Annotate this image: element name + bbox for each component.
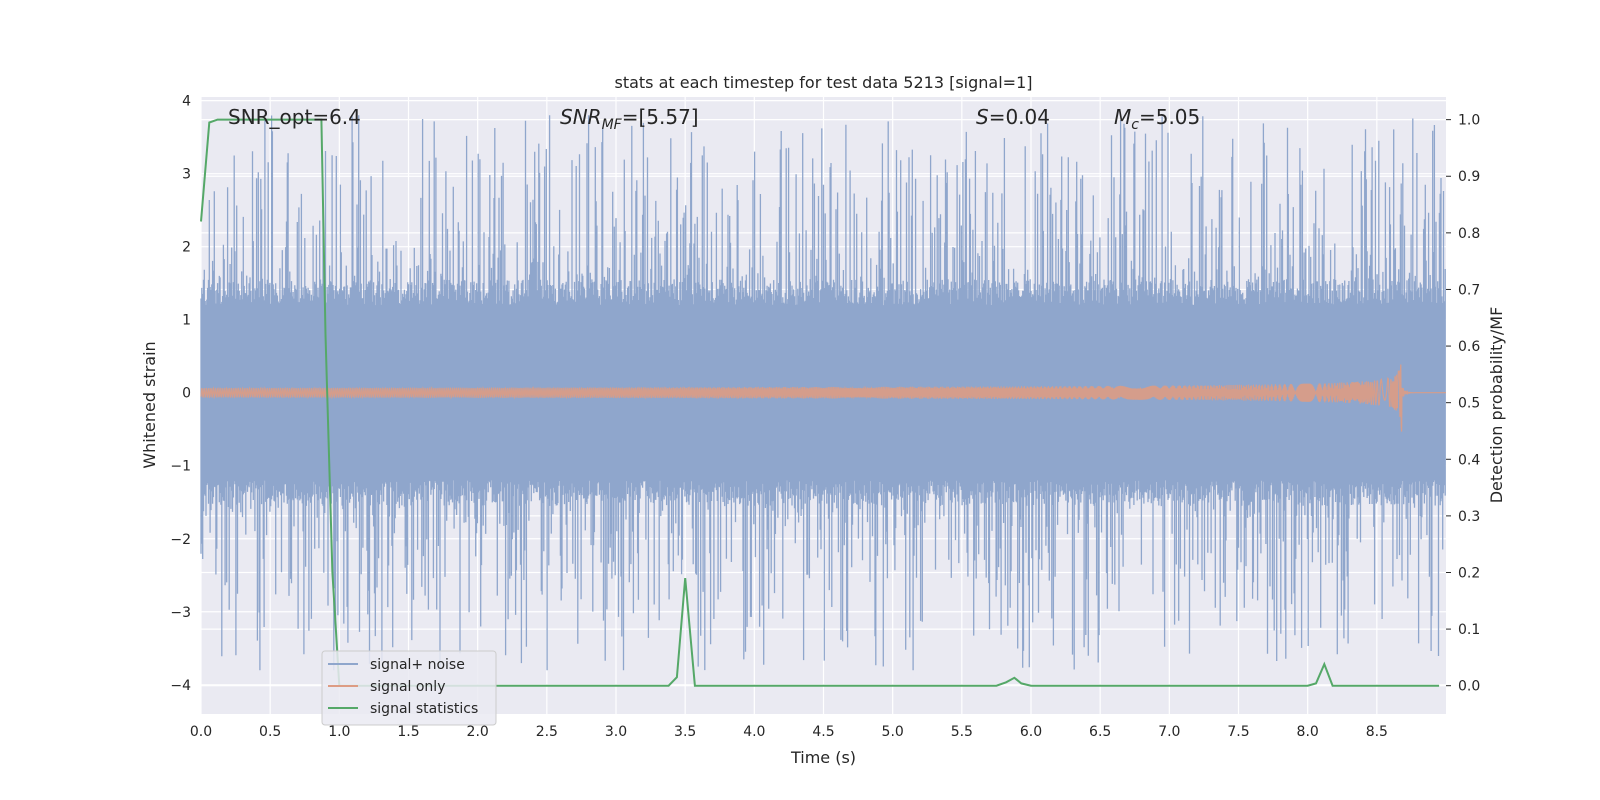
y-right-tick-label: 0.4 — [1458, 452, 1480, 468]
y-tick-label: 4 — [182, 94, 191, 110]
snr-mf-value: =[5.57] — [622, 105, 699, 129]
x-tick-label: 7.0 — [1158, 724, 1180, 740]
x-tick-label: 7.5 — [1227, 724, 1249, 740]
y-right-tick-label: 0.8 — [1458, 226, 1480, 242]
y-right-axis-label: Detection probability/MF — [1487, 307, 1506, 504]
legend-label-signal-statistics: signal statistics — [370, 701, 478, 717]
x-tick-label: 0.5 — [259, 724, 281, 740]
y-tick-label: −3 — [170, 605, 191, 621]
x-tick-label: 8.5 — [1366, 724, 1388, 740]
x-tick-label: 8.0 — [1297, 724, 1319, 740]
y-tick-label: −4 — [170, 678, 191, 694]
snr-mf-symbol: SNR — [560, 105, 602, 129]
signal-only-series — [200, 364, 1446, 432]
y-axis-ticks: 4 3 2 1 0 −1 −2 −3 −4 — [170, 94, 191, 694]
legend-box — [321, 650, 497, 726]
y-axis-label: Whitened strain — [140, 341, 159, 468]
mc-annotation: Mc=5.05 — [1114, 105, 1200, 133]
x-tick-label: 2.0 — [467, 724, 489, 740]
x-tick-label: 3.0 — [605, 724, 627, 740]
x-tick-label: 5.5 — [951, 724, 973, 740]
legend: signal+ noise signal only signal statist… — [321, 650, 497, 726]
x-tick-label: 6.0 — [1020, 724, 1042, 740]
mc-value: =5.05 — [1139, 105, 1200, 129]
y-right-tick-label: 0.5 — [1458, 396, 1480, 412]
y-tick-label: −2 — [170, 532, 191, 548]
y-right-tick-label: 0.7 — [1458, 282, 1480, 298]
x-tick-label: 1.5 — [397, 724, 419, 740]
y-right-axis-ticks: 1.0 0.9 0.8 0.7 0.6 0.5 0.4 0.3 0.2 0.1 0.0 — [1446, 113, 1480, 695]
y-right-tick-label: 0.3 — [1458, 509, 1480, 525]
x-tick-label: 3.5 — [674, 724, 696, 740]
y-tick-label: −1 — [170, 459, 191, 475]
x-axis-label: Time (s) — [790, 748, 856, 767]
s-annotation: S=0.04 — [976, 105, 1050, 129]
signal-only-line — [200, 364, 1446, 432]
x-axis-ticks: 0.0 0.5 1.0 1.5 2.0 2.5 3.0 3.5 4.0 4.5 5.0 5.5 6.0 6… — [190, 724, 1388, 740]
y-right-tick-label: 0.9 — [1458, 169, 1480, 185]
y-tick-label: 1 — [182, 313, 191, 329]
y-right-tick-label: 1.0 — [1458, 113, 1480, 129]
x-tick-label: 4.0 — [743, 724, 765, 740]
y-right-tick-label: 0.2 — [1458, 565, 1480, 581]
snr-mf-subscript: MF — [602, 117, 623, 133]
snr-mf-annotation: SNRMF=[5.57] — [560, 105, 699, 133]
y-tick-label: 2 — [182, 240, 191, 256]
s-symbol: S — [976, 105, 989, 129]
y-right-tick-label: 0.1 — [1458, 622, 1480, 638]
y-right-tick-label: 0.0 — [1458, 679, 1480, 695]
legend-label-signal-only: signal only — [370, 679, 445, 695]
signal-statistics-series — [200, 118, 1440, 687]
signal-statistics-line — [200, 118, 1440, 687]
y-tick-label: 3 — [182, 167, 191, 183]
x-tick-label: 0.0 — [190, 724, 212, 740]
legend-label-signal-noise: signal+ noise — [370, 657, 465, 673]
x-tick-label: 1.0 — [328, 724, 350, 740]
mc-subscript: c — [1131, 117, 1139, 133]
x-tick-label: 4.5 — [812, 724, 834, 740]
mc-symbol: M — [1114, 105, 1131, 129]
x-tick-label: 2.5 — [536, 724, 558, 740]
x-tick-label: 5.0 — [882, 724, 904, 740]
snr-opt-annotation: SNR_opt=6.4 — [228, 105, 361, 129]
y-tick-label: 0 — [182, 386, 191, 402]
s-value: =0.04 — [989, 105, 1050, 129]
y-right-tick-label: 0.6 — [1458, 339, 1480, 355]
chart-title: stats at each timestep for test data 521… — [614, 73, 1032, 92]
x-tick-label: 6.5 — [1089, 724, 1111, 740]
